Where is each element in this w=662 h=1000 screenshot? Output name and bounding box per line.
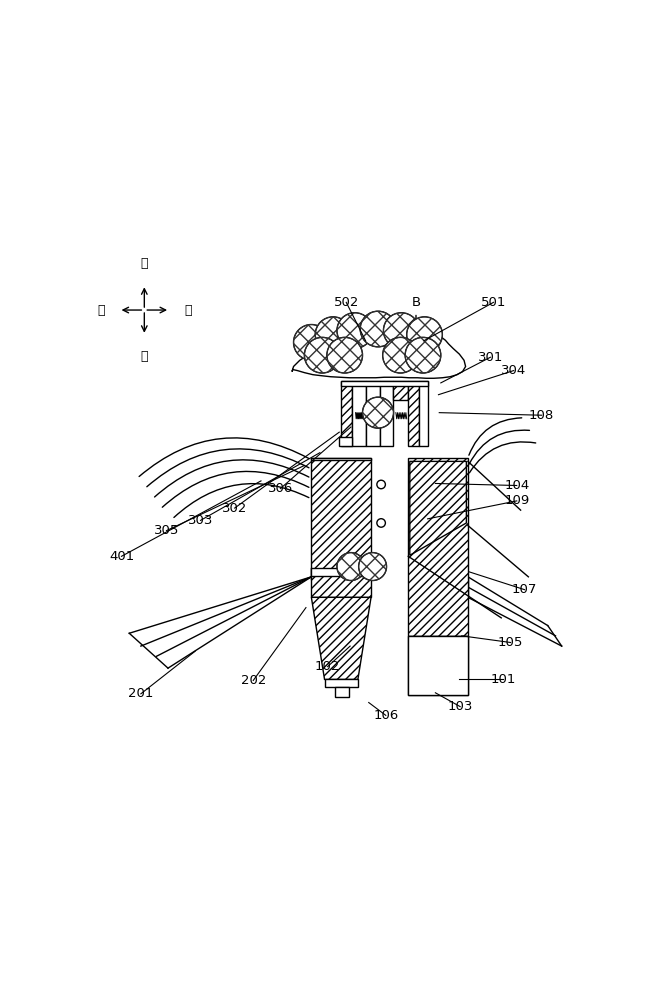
Bar [324,679,358,687]
Text: 306: 306 [267,482,293,495]
Circle shape [377,519,385,527]
Text: 104: 104 [504,479,530,492]
Bar [379,381,393,446]
Text: 109: 109 [504,494,530,507]
Text: 左: 左 [140,350,148,363]
Text: 501: 501 [481,296,506,309]
Text: 上: 上 [97,304,105,317]
Circle shape [337,313,373,348]
Circle shape [383,313,419,348]
Circle shape [327,337,363,373]
Circle shape [383,337,418,373]
Text: 107: 107 [512,583,537,596]
Circle shape [405,337,441,373]
Bar [311,458,371,460]
Bar [365,381,379,446]
Bar [338,437,352,446]
Text: 105: 105 [498,636,523,649]
Text: 106: 106 [373,709,399,722]
Bar [419,381,428,446]
Circle shape [337,553,365,581]
Text: 202: 202 [240,674,266,687]
Bar [311,458,371,597]
Circle shape [377,480,385,489]
Text: 304: 304 [501,364,526,377]
Text: 101: 101 [490,673,516,686]
Circle shape [406,317,442,352]
Text: 301: 301 [478,351,503,364]
Text: 103: 103 [448,700,473,713]
Polygon shape [292,325,465,378]
Text: B: B [412,296,420,309]
Text: 303: 303 [188,514,213,527]
Text: 右: 右 [140,257,148,270]
Text: 108: 108 [529,409,554,422]
Bar [341,381,428,386]
Circle shape [293,325,329,360]
Text: 305: 305 [154,524,179,537]
Circle shape [360,311,396,347]
Polygon shape [410,461,466,555]
Bar [408,636,468,695]
Circle shape [363,397,393,428]
Bar [334,687,349,697]
Text: 102: 102 [315,660,340,673]
Text: 201: 201 [128,687,154,700]
Text: 502: 502 [334,296,359,309]
Text: 401: 401 [109,550,134,563]
Circle shape [315,317,351,352]
Bar [408,381,419,446]
Bar [341,381,352,446]
Text: 302: 302 [222,502,248,515]
Bar [408,458,468,636]
Bar [311,568,377,576]
Bar [393,381,408,400]
Text: 下: 下 [184,304,191,317]
Bar [352,381,365,446]
Polygon shape [311,597,371,679]
Circle shape [359,553,387,581]
Polygon shape [408,636,468,695]
Circle shape [305,337,340,373]
